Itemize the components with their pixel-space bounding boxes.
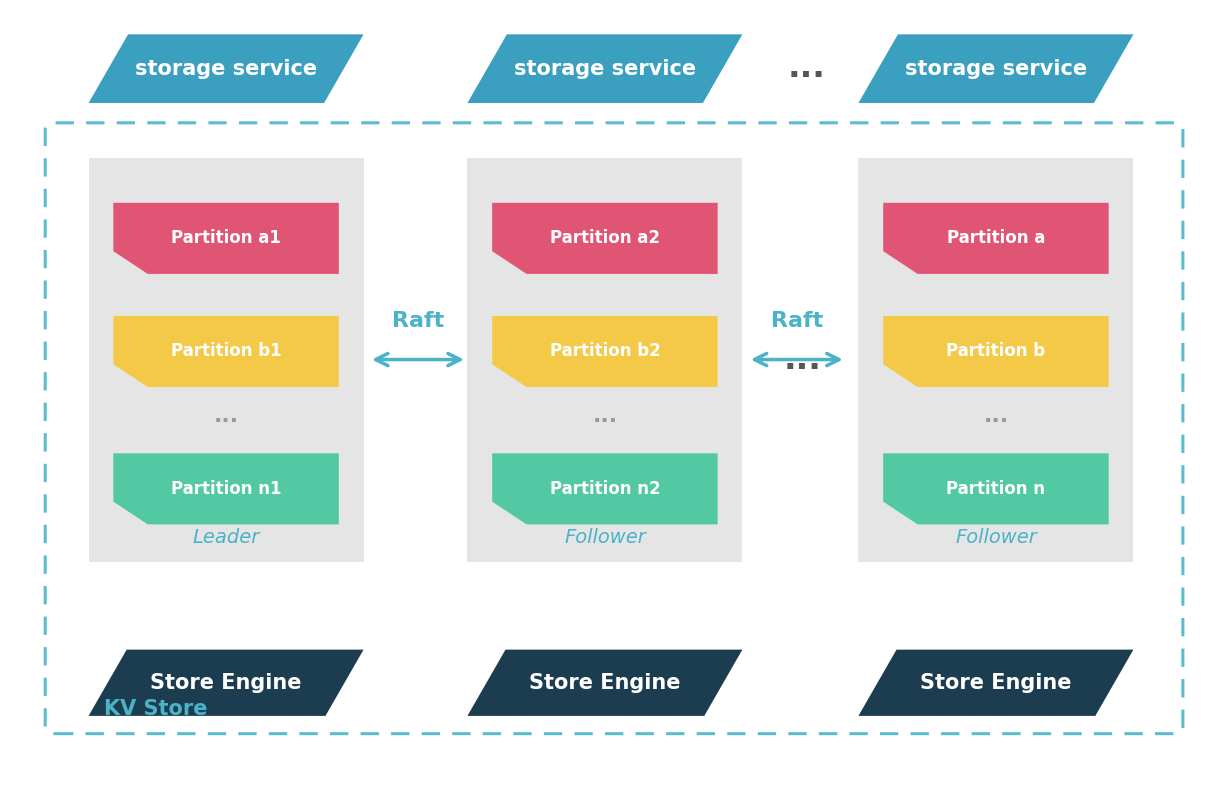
Polygon shape [884,316,1108,387]
Text: storage service: storage service [904,59,1088,78]
Polygon shape [858,34,1133,103]
Text: ...: ... [984,406,1008,426]
Polygon shape [884,453,1108,524]
Polygon shape [89,34,364,103]
Polygon shape [468,34,743,103]
Text: Partition b2: Partition b2 [550,343,660,360]
Text: Store Engine: Store Engine [529,673,681,692]
Text: Partition a1: Partition a1 [171,229,281,247]
Text: Partition a2: Partition a2 [550,229,660,247]
Text: Partition n: Partition n [946,480,1046,498]
Text: ...: ... [214,406,238,426]
Text: ...: ... [785,343,821,376]
Text: Raft: Raft [392,311,444,330]
Polygon shape [492,453,717,524]
Text: Partition n1: Partition n1 [171,480,281,498]
FancyBboxPatch shape [858,158,1133,562]
Text: Follower: Follower [956,528,1036,547]
Polygon shape [884,203,1108,274]
Polygon shape [89,650,364,716]
Polygon shape [114,203,338,274]
Polygon shape [492,316,717,387]
Text: Store Engine: Store Engine [920,673,1072,692]
FancyBboxPatch shape [468,158,743,562]
Text: Partition b1: Partition b1 [171,343,281,360]
FancyBboxPatch shape [89,158,364,562]
Text: ...: ... [593,406,617,426]
Text: ...: ... [788,51,825,83]
Text: KV Store: KV Store [104,699,208,719]
Polygon shape [858,650,1133,716]
Polygon shape [114,316,338,387]
Polygon shape [492,203,717,274]
Text: storage service: storage service [513,59,697,78]
Text: Partition b: Partition b [946,343,1046,360]
Text: storage service: storage service [134,59,318,78]
Text: Follower: Follower [565,528,645,547]
Polygon shape [468,650,743,716]
Polygon shape [114,453,338,524]
Text: Partition n2: Partition n2 [550,480,660,498]
Text: Raft: Raft [771,311,822,330]
Text: Leader: Leader [192,528,260,547]
Text: Store Engine: Store Engine [150,673,302,692]
Text: Partition a: Partition a [947,229,1045,247]
